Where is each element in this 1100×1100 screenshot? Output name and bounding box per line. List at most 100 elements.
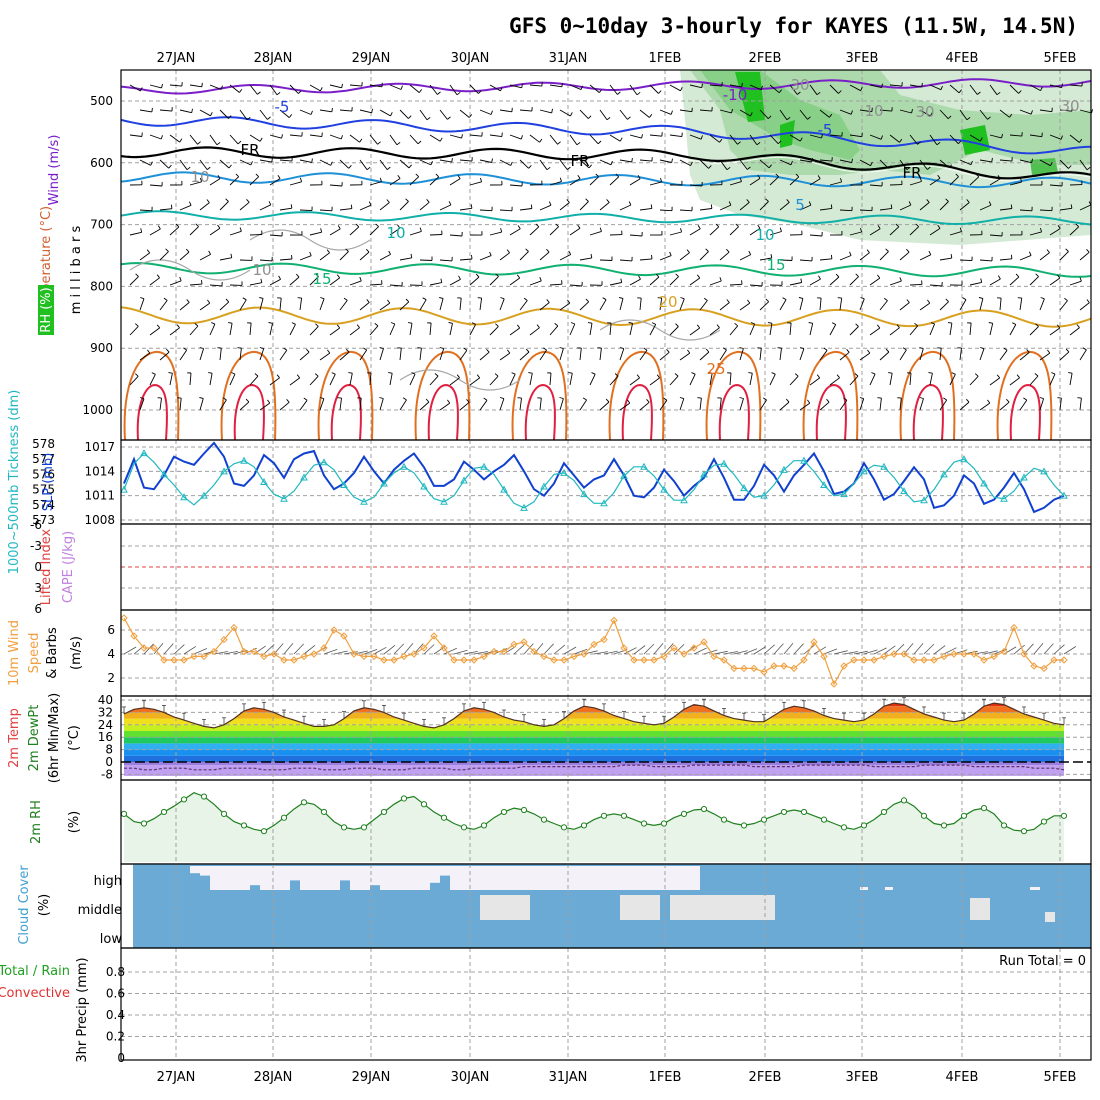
wind10m-marker	[220, 635, 228, 644]
wind-barb-flag	[510, 161, 513, 166]
wind-barb	[349, 327, 360, 336]
cape-axis-label: CAPE (J/kg)	[61, 531, 76, 603]
wind-barb-flag	[587, 115, 592, 119]
wind-barb	[589, 230, 602, 236]
wind10m-barb	[383, 644, 396, 655]
wind10m-panel: 642 10m Wind Speed & Barbs (m/s)	[7, 609, 1092, 697]
wind-barb-flag	[176, 324, 180, 329]
wind-barb-flag	[268, 201, 272, 206]
wind-barb-flag	[807, 116, 811, 120]
wind-barb	[269, 278, 281, 286]
wind-barb	[649, 134, 662, 137]
wind-barb	[809, 84, 818, 95]
wind-barb	[1049, 184, 1063, 187]
wind-barb-flag	[186, 299, 190, 303]
wind-barb	[689, 327, 700, 336]
wind-barb	[899, 349, 907, 361]
wind-barb	[269, 84, 278, 96]
wind-barb-flag	[470, 204, 473, 209]
rh2m-marker	[340, 824, 348, 831]
wind-barb-flag	[826, 398, 830, 403]
wind-barb	[849, 276, 859, 286]
wind-barb-flag	[379, 347, 384, 349]
wind-barb	[179, 349, 188, 361]
wind-barb	[539, 251, 550, 261]
thickness-marker	[1040, 467, 1048, 475]
temp-band-4	[124, 743, 1064, 750]
wind-barb-flag	[211, 322, 216, 325]
wind10m-barb	[213, 651, 228, 655]
wind-barb	[329, 374, 336, 386]
wind10m-marker	[770, 662, 778, 670]
wind10m-barb	[843, 651, 858, 655]
cloud-high-cell	[210, 866, 220, 890]
wind-barb-flag	[748, 372, 753, 374]
wind-barb-flag	[978, 297, 984, 299]
wind-barb-flag	[239, 89, 243, 93]
wind10m-barb	[513, 644, 525, 655]
wind-barb-flag	[559, 347, 564, 349]
wind-barb-flag	[799, 347, 805, 350]
wind-barb	[1049, 327, 1061, 336]
wind-barb	[529, 373, 533, 386]
wind-barb	[399, 257, 412, 261]
wind-barb	[1019, 209, 1033, 212]
wind10m-marker	[710, 652, 718, 661]
wind-barb	[699, 159, 709, 169]
wind10m-marker	[200, 652, 208, 661]
pressure-tick-900: 900	[90, 341, 113, 355]
wind-barb	[259, 159, 272, 163]
dewpt2m-line	[124, 764, 1065, 771]
wind10m-barb	[163, 643, 174, 655]
wind-barb	[769, 134, 779, 145]
wind10m-marker	[1040, 664, 1048, 673]
wind-barb-flag	[836, 374, 840, 379]
wind-barb-flag	[259, 297, 264, 299]
wind-barb	[539, 398, 542, 411]
wind-barb-flag	[854, 373, 859, 377]
wind-barb	[719, 159, 728, 170]
wind-barb-flag	[638, 275, 641, 280]
wind-barb-flag	[705, 348, 710, 353]
wind10m-marker	[260, 652, 268, 661]
wind-barb-flag	[908, 201, 912, 206]
bottom-date-29JAN: 29JAN	[352, 1070, 391, 1085]
rh-shade-dark4	[1030, 158, 1058, 175]
wind-barb-flag	[559, 397, 564, 399]
wind-barb-flag	[799, 137, 803, 142]
cloud-high-cell	[420, 866, 430, 890]
wind-barb	[789, 134, 801, 142]
wind-barb-flag	[386, 199, 390, 203]
wind-barb	[899, 159, 908, 170]
wind-barb-flag	[315, 323, 319, 327]
wind10m-barb	[713, 650, 728, 655]
bottom-date-3FEB: 3FEB	[846, 1070, 879, 1085]
wind-barb	[989, 323, 994, 336]
cloud-high-cell	[480, 866, 490, 890]
wind-barb-flag	[697, 225, 701, 230]
li-tick--3: -3	[30, 539, 42, 553]
wind-barb	[569, 134, 578, 146]
wind-barb-flag	[970, 160, 973, 165]
wind-barb	[779, 348, 782, 361]
wind-barb-flag	[739, 347, 744, 349]
wind-barb	[1079, 159, 1088, 171]
wind-barb-flag	[570, 112, 573, 117]
wind-barb-flag	[988, 201, 992, 206]
thickness-marker	[260, 477, 268, 485]
wind-barb	[879, 300, 888, 311]
wind10m-marker	[1020, 650, 1028, 658]
contour-label-6: 10	[190, 168, 209, 186]
wind-barb-flag	[276, 92, 281, 96]
cloud-high-cell	[330, 866, 340, 890]
wind-barb	[139, 109, 152, 113]
wind-barb	[339, 300, 348, 311]
wind-barb-flag	[937, 174, 941, 179]
wind10m-marker	[930, 656, 938, 664]
wind-barb-flag	[794, 373, 799, 377]
wind-barb-flag	[311, 158, 313, 163]
wind-barb	[809, 278, 821, 286]
wind-barb	[799, 204, 812, 211]
wind-barb	[379, 202, 390, 211]
wind10m-marker	[900, 650, 908, 658]
